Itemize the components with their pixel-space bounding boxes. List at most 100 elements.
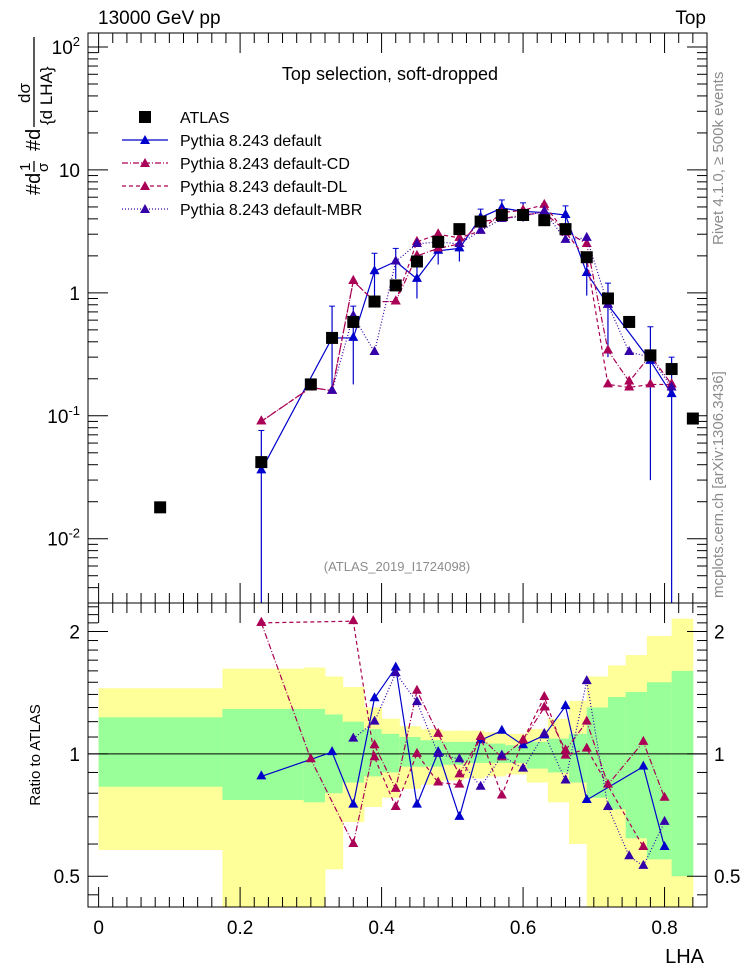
atlas-data-point — [154, 501, 167, 514]
band-1sigma — [222, 708, 305, 800]
main-plot-marks — [154, 198, 699, 603]
band-1sigma — [569, 733, 588, 783]
series-marker-3 — [433, 228, 444, 238]
main-y-tick-label: 10-1 — [47, 403, 80, 428]
series-marker-3 — [602, 378, 613, 388]
legend-marker — [140, 204, 150, 213]
ratio-marker-2 — [638, 735, 649, 745]
legend: ATLAS Pythia 8.243 default Pythia 8.243 de… — [122, 110, 362, 219]
ratio-line-4 — [352, 671, 666, 867]
ratio-uncertainty-bands — [98, 618, 694, 907]
ratio-marker-3 — [433, 776, 444, 786]
series-marker-4 — [369, 346, 380, 356]
ratio-marker-3 — [475, 731, 486, 741]
ratio-marker-4 — [369, 715, 380, 725]
ratio-line-2 — [260, 622, 666, 846]
series-marker-1 — [411, 272, 422, 282]
ratio-marker-4 — [518, 762, 529, 772]
main-panel: 102 10 1 10-1 10-2 Top selection, soft-dropp… — [15, 32, 708, 604]
ratio-marker-4 — [411, 696, 422, 706]
series-marker-3 — [348, 274, 359, 284]
series-marker-4 — [411, 237, 422, 247]
series-line-1 — [260, 207, 673, 471]
ratio-marker-3 — [390, 801, 401, 811]
x-tick-label: 0.8 — [651, 918, 677, 939]
ratio-marker-2 — [539, 701, 550, 711]
ratio-marker-2 — [411, 684, 422, 694]
series-marker-1 — [666, 388, 677, 398]
series-marker-1 — [560, 208, 571, 218]
atlas-data-point — [432, 235, 445, 248]
ratio-marker-1 — [369, 692, 380, 702]
series-marker-3 — [256, 415, 267, 425]
legend-label: ATLAS — [180, 110, 230, 127]
ratio-marker-1 — [327, 746, 338, 756]
main-y-axis: 102 10 1 10-1 10-2 — [47, 34, 707, 604]
series-marker-4 — [454, 237, 465, 247]
atlas-data-point — [601, 292, 614, 305]
main-y-axis-label: #d 1 σ #d dσ {d LHA} — [15, 37, 56, 195]
ratio-marker-4 — [348, 732, 359, 742]
series-marker-4 — [539, 205, 550, 215]
atlas-data-point — [368, 295, 381, 308]
ratio-marker-1 — [638, 760, 649, 770]
ratio-marker-3 — [581, 742, 592, 752]
atlas-data-point — [623, 315, 636, 328]
ratio-y-axis: 0.5 0.5 1 1 2 2 — [54, 606, 740, 896]
ratio-marker-1 — [348, 798, 359, 808]
series-marker-3 — [390, 295, 401, 305]
y-label-part1: #d — [23, 173, 45, 195]
analysis-watermark: (ATLAS_2019_I1724098) — [324, 559, 470, 574]
ratio-marker-1 — [256, 770, 267, 780]
legend-marker — [140, 181, 150, 190]
ratio-y-tick-label-right: 2 — [714, 622, 725, 643]
series-marker-3 — [454, 231, 465, 241]
atlas-data-point — [326, 331, 339, 344]
ratio-marker-3 — [539, 690, 550, 700]
ratio-marker-3 — [256, 616, 267, 626]
ratio-marker-4 — [659, 815, 670, 825]
ratio-marker-2 — [369, 739, 380, 749]
y-label-num2: dσ — [15, 83, 34, 103]
ratio-marker-1 — [659, 840, 670, 850]
ratio-y-tick-label-right: 0.5 — [714, 867, 740, 888]
legend-label: Pythia 8.243 default-MBR — [180, 202, 362, 219]
ratio-line-1 — [261, 666, 666, 848]
atlas-data-point — [255, 456, 268, 469]
ratio-marker-2 — [659, 791, 670, 801]
ratio-marker-4 — [454, 753, 465, 763]
ratio-frame — [87, 602, 708, 908]
x-tick-label: 0.6 — [510, 918, 536, 939]
mcplots-label: mcplots.cern.ch [arXiv:1306.3436] — [710, 371, 727, 598]
ratio-marker-4 — [624, 850, 635, 860]
ratio-marker-2 — [348, 838, 359, 848]
ratio-marker-1 — [518, 739, 529, 749]
legend-marker — [140, 135, 150, 144]
ratio-line-3 — [261, 620, 644, 848]
atlas-data-point — [580, 251, 593, 264]
ratio-panel: 0.5 0.51 12 2 0 0.2 0.4 0.6 0.8 Ratio to ATLAS … — [27, 602, 740, 968]
series-marker-1 — [348, 331, 359, 341]
ratio-marker-3 — [560, 749, 571, 759]
ratio-marker-2 — [390, 782, 401, 792]
legend-label: Pythia 8.243 default-CD — [180, 156, 350, 173]
band-1sigma — [381, 733, 400, 773]
band-1sigma — [625, 691, 648, 839]
atlas-data-point — [559, 223, 572, 236]
series-marker-1 — [369, 265, 380, 275]
series-marker-2 — [581, 237, 592, 247]
ratio-marker-4 — [475, 780, 486, 790]
ratio-y-tick-label-right: 1 — [714, 745, 725, 766]
ratio-marker-1 — [496, 724, 507, 734]
band-1sigma — [607, 696, 627, 810]
atlas-data-point — [410, 255, 423, 268]
x-axis-label: LHA — [665, 946, 705, 968]
ratio-marker-4 — [496, 749, 507, 759]
ratio-marker-1 — [581, 793, 592, 803]
ratio-marker-4 — [390, 667, 401, 677]
atlas-data-point — [304, 378, 317, 391]
atlas-data-point — [665, 363, 678, 376]
series-marker-3 — [624, 381, 635, 391]
atlas-data-point — [347, 315, 360, 328]
x-tick-label: 0.4 — [368, 918, 395, 939]
